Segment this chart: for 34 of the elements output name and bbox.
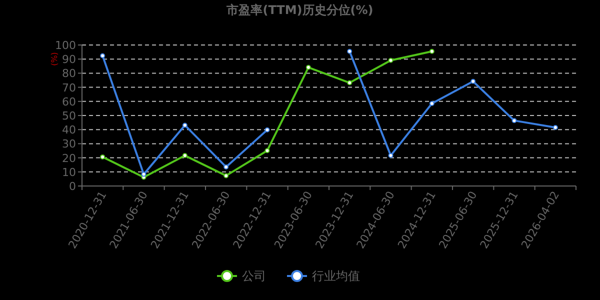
- point: [100, 53, 106, 58]
- point: [224, 164, 229, 170]
- y-tick-label: 90: [62, 53, 76, 66]
- point: [306, 64, 311, 70]
- point: [100, 154, 106, 160]
- point: [264, 148, 270, 154]
- point: [141, 172, 146, 177]
- point: [182, 153, 188, 158]
- point: [224, 173, 229, 178]
- y-tick-label: 0: [69, 180, 76, 193]
- point: [552, 124, 558, 130]
- point: [182, 122, 188, 128]
- point: [347, 48, 352, 54]
- y-tick-label: 50: [62, 110, 76, 122]
- y-tick-label: 20: [62, 152, 76, 165]
- y-tick-label: 30: [62, 138, 76, 151]
- y-tick-label: 70: [62, 81, 76, 94]
- y-tick-label: 10: [62, 166, 76, 179]
- legend-label: 行业均值: [312, 269, 360, 283]
- y-axis-title: (%): [50, 52, 59, 66]
- legend-label: 公司: [242, 269, 266, 283]
- point: [429, 48, 434, 54]
- y-tick-label: 40: [62, 124, 76, 137]
- point: [470, 78, 476, 84]
- y-tick-label: 80: [62, 67, 76, 80]
- point: [264, 127, 270, 132]
- chart-title: 市盈率(TTM)历史分位(%): [226, 3, 374, 17]
- y-tick-label: 60: [62, 95, 76, 108]
- y-tick-label: 100: [55, 39, 76, 52]
- point: [512, 118, 517, 124]
- point: [429, 101, 434, 106]
- point: [388, 58, 394, 63]
- point: [347, 80, 352, 86]
- point: [388, 153, 394, 158]
